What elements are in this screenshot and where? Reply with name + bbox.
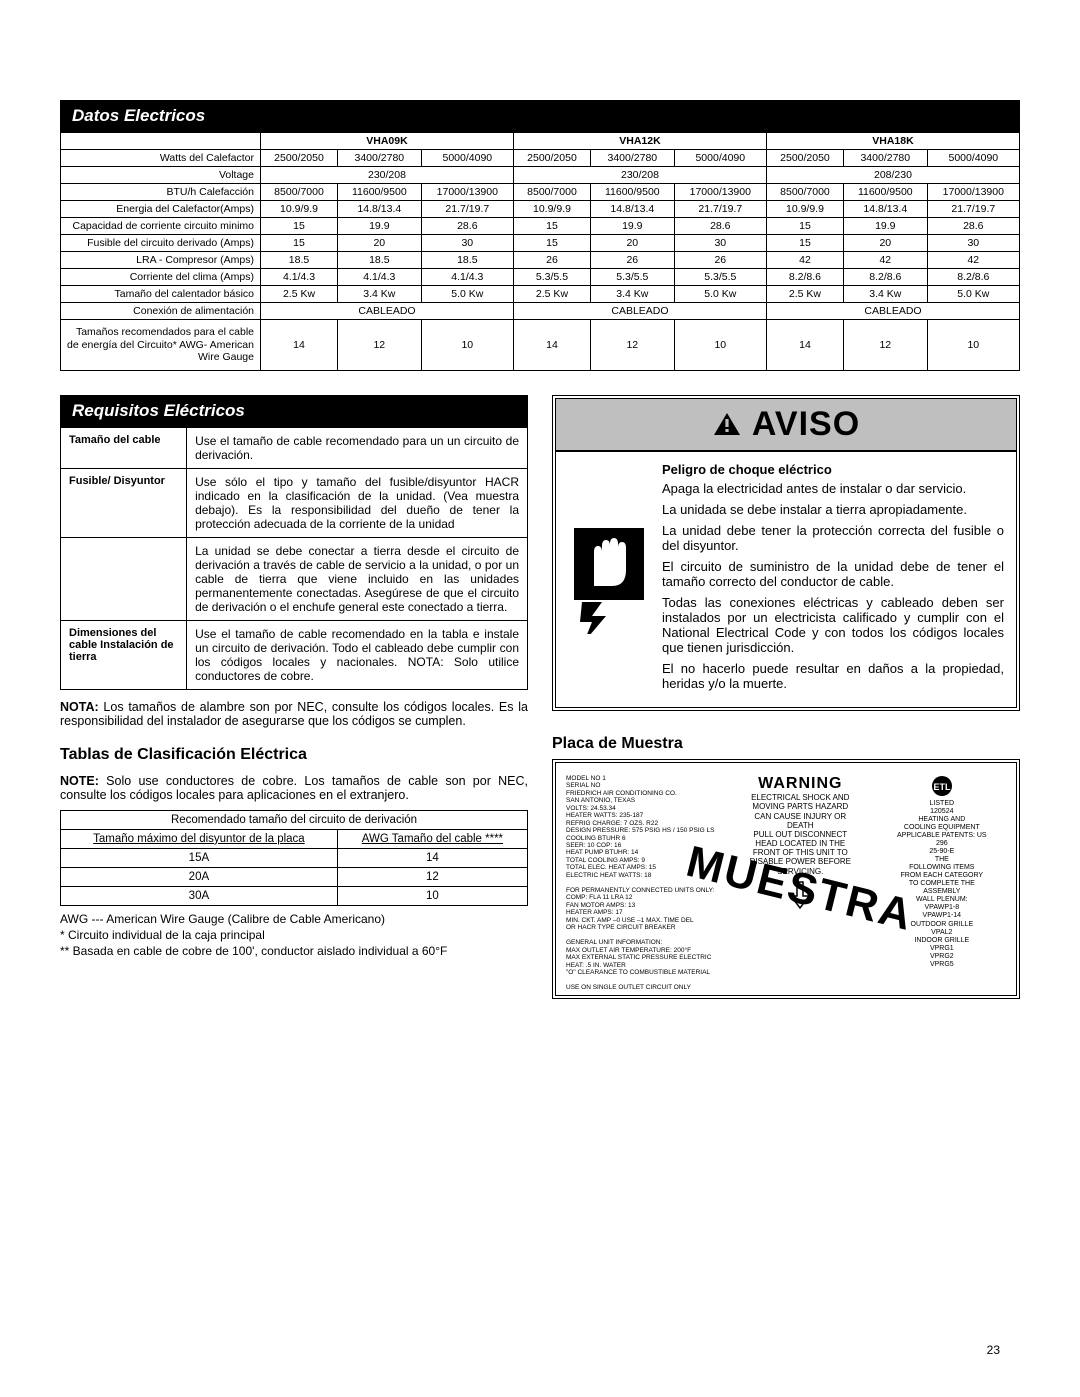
placa-mid-col: WARNING ELECTRICAL SHOCK ANDMOVING PARTS… <box>729 775 872 992</box>
tablas-note-text: Solo use conductores de cobre. Los tamañ… <box>60 774 528 802</box>
placa-header: Placa de Muestra <box>552 729 1020 759</box>
tablas-footnotes: AWG --- American Wire Gauge (Calibre de … <box>60 912 528 958</box>
aviso-paragraph: La unidad debe tener la protección corre… <box>662 523 1004 553</box>
etl-listed-icon: ETL <box>931 775 953 797</box>
aviso-box: AVISO Peligro de choque eléctrico <box>552 395 1020 711</box>
aviso-paragraph: Todas las conexiones eléctricas y cablea… <box>662 595 1004 655</box>
placa-warning: WARNING <box>729 775 872 793</box>
aviso-peligro: Peligro de choque eléctrico <box>662 462 1004 477</box>
foot1: AWG --- American Wire Gauge (Calibre de … <box>60 912 528 926</box>
page: Datos Electricos VHA09KVHA12KVHA18KWatts… <box>0 0 1080 1397</box>
requisitos-header: Requisitos Eléctricos <box>60 395 528 427</box>
aviso-paragraph: La unidada se debe instalar a tierra apr… <box>662 502 1004 517</box>
datos-table: VHA09KVHA12KVHA18KWatts del Calefactor25… <box>60 132 1020 371</box>
clasificacion-table: Recomendado tamaño del circuito de deriv… <box>60 810 528 906</box>
placa-right-col: ETL LISTED120524HEATING ANDCOOLING EQUIP… <box>878 775 1006 992</box>
requisitos-nota: NOTA: Los tamaños de alambre son por NEC… <box>60 700 528 728</box>
two-column-layout: Requisitos Eléctricos Tamaño del cableUs… <box>60 395 1020 999</box>
aviso-title: AVISO <box>752 405 860 444</box>
page-number: 23 <box>987 1343 1000 1357</box>
requisitos-table: Tamaño del cableUse el tamaño de cable r… <box>60 427 528 690</box>
foot2: * Circuito individual de la caja princip… <box>60 928 528 942</box>
aviso-header: AVISO <box>556 399 1016 452</box>
nota-text: Los tamaños de alambre son por NEC, cons… <box>60 700 528 728</box>
placa-box: MODEL NO 1SERIAL NOFRIEDRICH AIR CONDITI… <box>552 759 1020 999</box>
placa-left-col: MODEL NO 1SERIAL NOFRIEDRICH AIR CONDITI… <box>566 775 723 992</box>
tablas-note: NOTE: Solo use conductores de cobre. Los… <box>60 774 528 802</box>
warning-triangle-icon <box>712 411 742 437</box>
tablas-header: Tablas de Clasificación Eléctrica <box>60 746 528 764</box>
aviso-paragraph: Apaga la electricidad antes de instalar … <box>662 481 1004 496</box>
shock-hand-icon <box>568 462 650 697</box>
aviso-paragraph: El circuito de suministro de la unidad d… <box>662 559 1004 589</box>
svg-text:ETL: ETL <box>933 782 951 792</box>
datos-header: Datos Electricos <box>60 100 1020 132</box>
arrow-down-icon <box>789 880 811 910</box>
foot3: ** Basada en cable de cobre de 100', con… <box>60 944 528 958</box>
aviso-text: Peligro de choque eléctrico Apaga la ele… <box>662 462 1004 697</box>
aviso-paragraph: El no hacerlo puede resultar en daños a … <box>662 661 1004 691</box>
